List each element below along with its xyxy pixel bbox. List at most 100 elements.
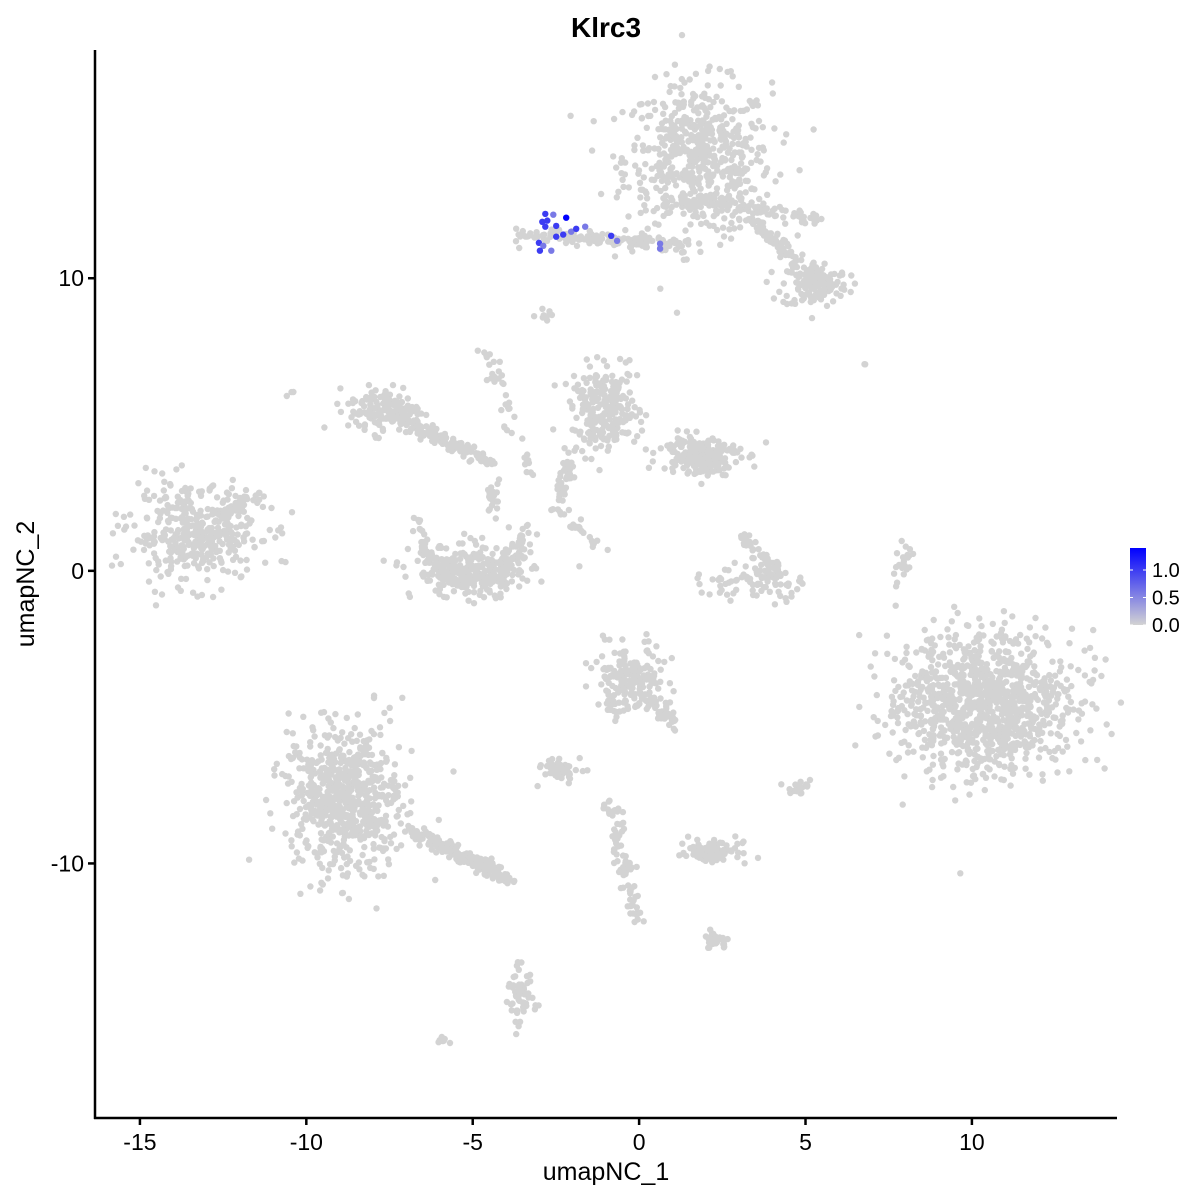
cell-point	[782, 220, 789, 227]
cell-point	[365, 381, 373, 389]
cell-point	[652, 680, 660, 687]
cell-point	[401, 782, 409, 789]
cell-point	[1040, 717, 1047, 724]
cell-point	[1064, 709, 1072, 716]
cell-point	[399, 409, 406, 416]
cell-point	[291, 859, 298, 866]
cell-point	[428, 430, 435, 438]
cell-point	[576, 563, 583, 570]
cell-point	[630, 108, 638, 115]
cell-point	[498, 372, 506, 379]
cell-point	[797, 578, 804, 585]
cell-point	[610, 400, 617, 407]
cell-point	[661, 465, 668, 472]
cell-point	[768, 268, 775, 276]
cell-point	[359, 811, 366, 818]
cell-point	[582, 683, 590, 690]
cell-point	[313, 786, 321, 794]
cell-point	[449, 568, 456, 575]
cell-point	[428, 554, 436, 562]
cell-point	[490, 575, 497, 582]
cell-point	[699, 117, 706, 124]
cell-point	[1014, 683, 1021, 690]
cell-point	[1048, 704, 1056, 711]
cell-point	[680, 210, 687, 217]
cell-point	[393, 845, 400, 853]
cell-point	[798, 256, 805, 264]
cell-point	[677, 84, 684, 92]
cell-point	[775, 588, 782, 595]
cell-point	[966, 730, 973, 737]
cell-point	[511, 413, 518, 420]
cell-point	[304, 844, 311, 852]
cell-point	[329, 787, 336, 794]
cell-point	[1012, 726, 1019, 733]
cell-point	[915, 698, 922, 705]
cell-point	[644, 225, 651, 232]
cell-point	[260, 493, 267, 500]
cell-point	[404, 811, 411, 818]
cell-point	[539, 305, 546, 312]
cell-point	[382, 758, 390, 765]
cell-point	[391, 772, 398, 779]
cell-point	[1010, 699, 1017, 706]
cell-point	[213, 494, 221, 501]
cell-point	[737, 445, 744, 452]
cell-point	[573, 414, 580, 421]
cell-point	[1025, 720, 1032, 727]
cell-point	[604, 546, 611, 554]
cell-point	[736, 216, 743, 224]
cell-point	[570, 372, 578, 380]
cell-point	[757, 209, 764, 216]
cell-point	[805, 289, 813, 296]
cell-point	[660, 163, 667, 170]
cell-point	[525, 529, 532, 536]
cell-point	[207, 551, 214, 558]
cell-point	[184, 515, 192, 522]
cell-point	[737, 107, 744, 115]
cell-point	[612, 717, 619, 725]
cell-point	[271, 772, 278, 779]
cell-point	[204, 566, 211, 573]
cell-point	[433, 435, 440, 442]
cell-point	[653, 204, 661, 212]
cell-point	[109, 530, 117, 537]
cell-point	[203, 528, 210, 536]
cell-point	[711, 157, 719, 164]
cell-point	[953, 671, 960, 679]
cell-point	[788, 589, 795, 597]
cell-point	[1033, 672, 1041, 679]
cell-point	[723, 195, 731, 202]
cell-point	[939, 674, 946, 681]
cell-point	[594, 354, 601, 361]
cell-point	[343, 714, 350, 722]
cell-point	[662, 156, 669, 163]
cell-point	[525, 457, 532, 464]
cell-point	[984, 764, 991, 771]
cell-point	[386, 717, 394, 725]
cell-point	[1081, 647, 1088, 654]
cell-point	[285, 752, 293, 760]
cell-point	[606, 416, 613, 423]
cell-point	[788, 261, 795, 268]
cell-point	[372, 828, 379, 835]
cell-point	[666, 699, 674, 706]
cell-point	[172, 540, 179, 547]
cell-point	[595, 701, 602, 708]
cell-point	[717, 241, 724, 248]
cell-point	[902, 726, 909, 734]
cell-point	[377, 844, 384, 852]
cell-point	[244, 514, 251, 522]
cell-point	[696, 200, 704, 207]
cell-point	[389, 381, 397, 389]
cell-point	[1009, 682, 1016, 689]
cell-point	[795, 286, 802, 293]
cell-point	[374, 401, 381, 409]
cell-point	[1037, 737, 1044, 745]
cell-point	[716, 65, 723, 73]
cell-point	[948, 748, 956, 756]
cell-point	[669, 197, 676, 204]
cell-point	[302, 839, 309, 846]
cell-point	[619, 686, 626, 694]
cell-point	[783, 598, 790, 605]
